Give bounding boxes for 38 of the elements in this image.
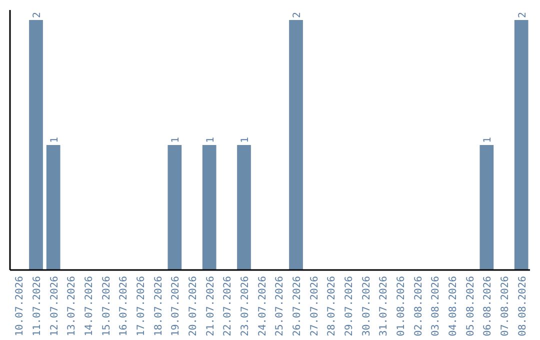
x-tick-label: 23.07.2026: [240, 276, 251, 336]
x-tick-label: 08.08.2026: [517, 276, 528, 336]
x-tick-label: 03.08.2026: [430, 276, 442, 336]
x-tick-label: 20.07.2026: [188, 276, 199, 336]
data-label: 1: [49, 136, 60, 143]
x-tick-label: 06.08.2026: [482, 276, 494, 336]
data-label: 1: [205, 136, 216, 143]
x-tick-label: 31.07.2026: [378, 276, 390, 336]
data-label: 2: [292, 12, 303, 18]
x-tick-label: 25.07.2026: [274, 276, 286, 336]
x-tick-label: 24.07.2026: [257, 276, 268, 336]
x-tick-label: 19.07.2026: [170, 276, 182, 336]
x-tick-label: 18.07.2026: [153, 276, 164, 336]
x-tick-label: 05.08.2026: [465, 276, 476, 336]
x-tick-label: 02.08.2026: [413, 276, 424, 336]
x-tick-label: 10.07.2026: [14, 276, 26, 336]
data-label: 2: [32, 12, 43, 18]
x-tick-label: 01.08.2026: [396, 276, 407, 336]
x-tick-label: 17.07.2026: [136, 276, 147, 336]
x-tick-label: 30.07.2026: [361, 276, 372, 336]
data-label: 2: [517, 12, 528, 18]
x-tick-label: 15.07.2026: [101, 276, 112, 336]
x-tick-label: 11.07.2026: [32, 276, 43, 336]
x-tick-label: 12.07.2026: [49, 276, 60, 336]
x-tick-label: 16.07.2026: [118, 276, 130, 336]
x-tick-label: 07.08.2026: [500, 276, 511, 336]
x-tick-label: 21.07.2026: [205, 276, 216, 336]
x-tick-label: 26.07.2026: [292, 276, 303, 336]
x-tick-label: 29.07.2026: [344, 276, 355, 336]
data-label: 1: [240, 136, 251, 143]
x-tick-label: 27.07.2026: [309, 276, 320, 336]
data-label: 1: [482, 136, 494, 143]
x-tick-label: 28.07.2026: [326, 276, 338, 336]
x-tick-label: 22.07.2026: [222, 276, 234, 336]
x-tick-label: 14.07.2026: [84, 276, 95, 336]
data-label: 1: [170, 136, 182, 143]
x-tick-label: 13.07.2026: [66, 276, 78, 336]
x-tick-label: 04.08.2026: [448, 276, 459, 336]
